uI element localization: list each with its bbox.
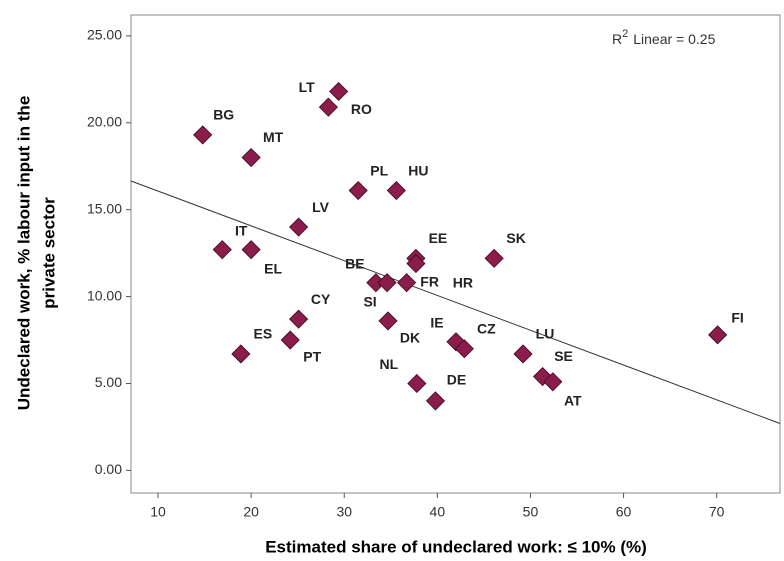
point [446, 332, 466, 352]
point [543, 372, 563, 392]
point-label: SK [506, 230, 525, 246]
point-label: AT [564, 392, 582, 408]
point [407, 373, 427, 394]
point-label: SE [554, 348, 573, 364]
point [193, 125, 213, 145]
point [386, 180, 406, 201]
point-label: LU [536, 326, 555, 342]
x-tick-label: 40 [430, 504, 446, 520]
point [241, 240, 261, 260]
x-tick-label: 50 [523, 504, 539, 520]
point-label: IT [235, 222, 248, 238]
point [532, 366, 553, 387]
fit-line [130, 180, 781, 424]
y-tick-label: 0.00 [95, 461, 122, 477]
x-tick-label: 70 [709, 504, 725, 520]
point-label: BG [213, 107, 234, 123]
point-label: BE [345, 255, 364, 271]
point-label: PT [303, 349, 321, 365]
point [378, 311, 398, 331]
point [513, 344, 533, 364]
r2-text: Linear = 0.25 [633, 31, 715, 47]
x-axis-title: Estimated share of undeclared work: ≤ 10… [265, 537, 647, 556]
point-label: CZ [477, 320, 496, 336]
y-axis-title-line: private sector [39, 197, 58, 309]
point-label: MT [263, 129, 284, 145]
point [348, 180, 368, 201]
point-label: LT [299, 79, 316, 95]
point-label: EL [264, 260, 282, 276]
x-tick-label: 20 [243, 504, 259, 520]
point-label: FI [731, 310, 743, 326]
point [280, 330, 300, 350]
point-label: ES [254, 326, 273, 342]
point-label: PL [370, 162, 388, 178]
y-tick-label: 15.00 [87, 200, 122, 216]
point [289, 217, 309, 237]
point-label: HR [453, 274, 473, 290]
x-tick-label: 10 [150, 504, 166, 520]
point-label: RO [351, 101, 372, 117]
r2-base: R [612, 31, 622, 47]
x-tick-label: 60 [616, 504, 632, 520]
point-label: DK [400, 330, 420, 346]
plot-area [130, 14, 781, 494]
y-axis-title-line: Undeclared work, % labour input in the [14, 96, 33, 411]
y-tick-label: 5.00 [95, 374, 122, 390]
point-label: DE [447, 372, 466, 388]
point [329, 81, 349, 102]
point-label: LV [312, 199, 330, 215]
y-tick-label: 10.00 [87, 287, 122, 303]
y-tick-label: 20.00 [87, 113, 122, 129]
point [289, 309, 309, 329]
point [425, 391, 446, 411]
point [406, 253, 426, 274]
point [241, 147, 261, 168]
r2-sup: 2 [622, 28, 628, 40]
point-label: CY [311, 291, 331, 307]
point-label: HU [408, 162, 428, 178]
point-label: FR [420, 273, 439, 289]
point-label: IE [430, 314, 443, 330]
point [318, 97, 338, 117]
y-axis-title: Undeclared work, % labour input in the pr… [14, 96, 58, 411]
point [708, 325, 728, 345]
point [377, 273, 397, 293]
point [231, 344, 251, 364]
y-tick-label: 25.00 [87, 27, 122, 43]
point [397, 273, 417, 293]
point [212, 240, 232, 260]
point [484, 248, 504, 268]
point-label: EE [429, 230, 448, 246]
point [454, 339, 474, 359]
point-label: SI [363, 293, 376, 309]
r2-annotation: R2 Linear = 0.25 [612, 28, 716, 47]
point-label: NL [380, 356, 399, 372]
x-tick-label: 30 [336, 504, 352, 520]
